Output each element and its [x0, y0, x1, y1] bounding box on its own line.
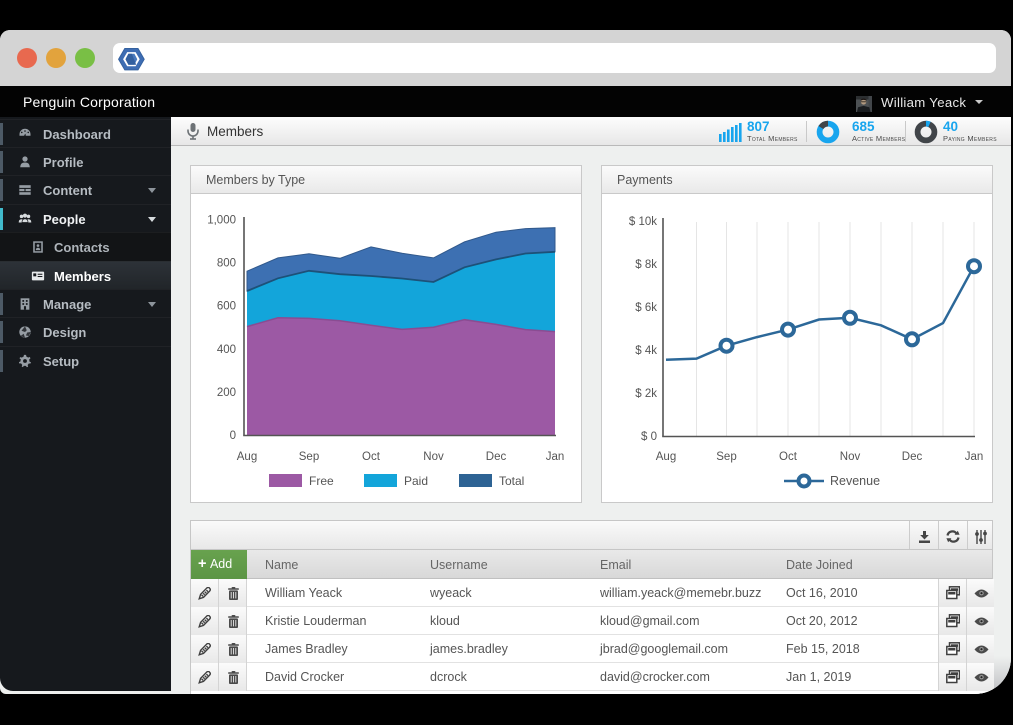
svg-text:Oct: Oct: [779, 451, 798, 463]
svg-text:Jan: Jan: [965, 451, 984, 463]
svg-text:Oct: Oct: [362, 451, 381, 463]
svg-text:$ 8k: $ 8k: [635, 259, 657, 271]
svg-text:600: 600: [217, 301, 236, 313]
svg-text:$ 2k: $ 2k: [635, 388, 657, 400]
svg-text:Jan: Jan: [546, 451, 565, 463]
svg-text:Free: Free: [309, 474, 334, 488]
svg-text:$ 4k: $ 4k: [635, 345, 657, 357]
svg-text:Dec: Dec: [486, 451, 507, 463]
svg-text:Aug: Aug: [237, 451, 257, 463]
svg-text:Revenue: Revenue: [830, 474, 880, 488]
svg-text:Sep: Sep: [299, 451, 319, 463]
svg-text:200: 200: [217, 387, 236, 399]
svg-text:400: 400: [217, 344, 236, 356]
svg-text:Paid: Paid: [404, 474, 428, 488]
svg-text:800: 800: [217, 258, 236, 270]
svg-text:Sep: Sep: [716, 451, 736, 463]
svg-text:Dec: Dec: [902, 451, 923, 463]
svg-text:Total: Total: [499, 474, 524, 488]
svg-text:Nov: Nov: [840, 451, 861, 463]
svg-text:0: 0: [230, 430, 236, 442]
svg-text:Nov: Nov: [423, 451, 444, 463]
svg-text:$ 6k: $ 6k: [635, 302, 657, 314]
svg-text:Aug: Aug: [656, 451, 676, 463]
svg-text:$ 0: $ 0: [641, 431, 657, 443]
svg-text:$ 10k: $ 10k: [629, 216, 657, 228]
svg-text:1,000: 1,000: [207, 215, 236, 227]
